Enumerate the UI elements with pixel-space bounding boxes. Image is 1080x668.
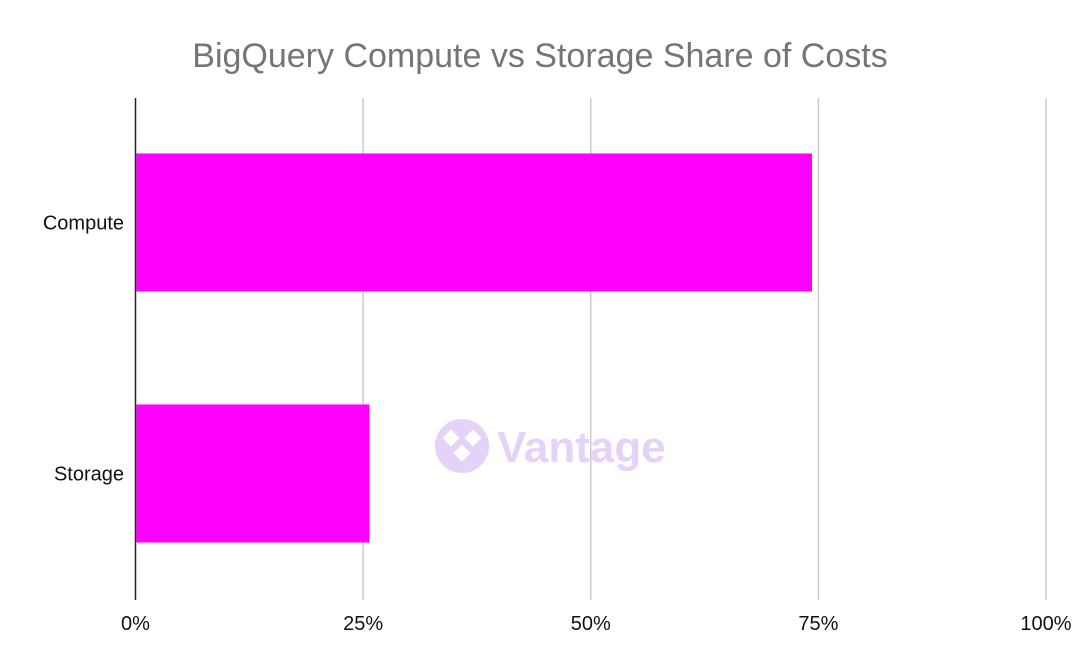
category-label-compute: Compute xyxy=(43,213,124,235)
x-tick-label: 75% xyxy=(798,613,838,635)
category-label-storage: Storage xyxy=(54,464,124,486)
watermark: Vantage xyxy=(435,419,666,473)
bars xyxy=(136,153,813,543)
x-tick-label: 100% xyxy=(1020,613,1071,635)
chart-title: BigQuery Compute vs Storage Share of Cos… xyxy=(192,37,887,75)
bar-compute xyxy=(136,153,813,292)
bar-storage xyxy=(136,404,370,543)
vantage-logo-diamonds xyxy=(442,429,482,462)
x-tick-label: 25% xyxy=(343,613,383,635)
x-tick-labels: 0% 25% 50% 75% 100% xyxy=(121,613,1072,635)
x-tick-label: 50% xyxy=(571,613,611,635)
category-labels: Compute Storage xyxy=(43,213,124,486)
x-tick-label: 0% xyxy=(121,613,150,635)
watermark-text: Vantage xyxy=(497,423,666,472)
